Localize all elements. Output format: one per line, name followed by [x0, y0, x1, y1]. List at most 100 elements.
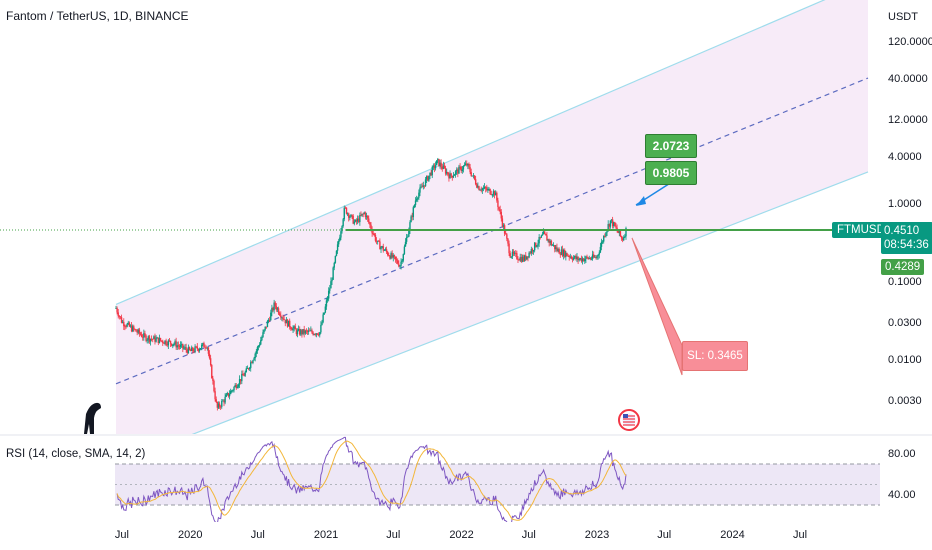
candle-body: [336, 244, 339, 251]
candle-body: [615, 226, 617, 228]
candle-body: [623, 237, 625, 241]
candle-body: [327, 290, 330, 299]
candle-body: [322, 314, 324, 323]
candle-body: [370, 224, 372, 230]
candle-body: [376, 240, 379, 242]
candle-body: [157, 337, 160, 343]
target-1-label[interactable]: 2.0723: [645, 134, 697, 158]
candle-body: [559, 253, 561, 255]
candle-body: [290, 327, 292, 330]
candle-body: [265, 326, 268, 328]
candle-body: [218, 403, 221, 407]
candle-body: [569, 256, 572, 258]
candle-body: [244, 372, 246, 376]
candle-body: [246, 368, 249, 370]
candle-body: [136, 331, 138, 333]
candle-body: [460, 166, 462, 172]
candle-body: [546, 235, 548, 241]
flag-canton: [623, 414, 628, 418]
price-scale[interactable]: USDT 120.0000 40.0000 12.0000 4.0000 1.0000 0…: [888, 11, 932, 407]
candle-body: [561, 249, 564, 256]
candle-body: [205, 347, 207, 349]
candle-body: [589, 258, 592, 259]
candle-body: [578, 259, 580, 261]
candle-body: [237, 384, 240, 387]
candle-body: [300, 330, 302, 335]
candle-body: [264, 326, 266, 330]
candle-body: [604, 235, 606, 237]
candle-body: [118, 316, 121, 317]
candle-body: [431, 166, 433, 176]
candle-body: [253, 358, 255, 361]
candle-body: [258, 344, 261, 346]
candle-body: [356, 218, 359, 222]
candle-body: [473, 175, 476, 180]
candle-body: [533, 242, 536, 251]
candle-body: [282, 317, 284, 320]
candle-body: [570, 256, 573, 259]
price-tick: 0.0030: [888, 395, 922, 407]
candle-body: [155, 338, 157, 342]
candle-body: [163, 342, 165, 344]
candle-body: [256, 347, 259, 352]
candle-body: [535, 242, 537, 247]
stop-loss-pointer: [631, 237, 683, 376]
target-2-label[interactable]: 0.9805: [645, 161, 697, 185]
candle-body: [517, 258, 519, 260]
candle-body: [542, 231, 545, 235]
candle-body: [383, 250, 386, 251]
candle-body: [510, 256, 513, 258]
candle-body: [405, 237, 408, 242]
candle-body: [129, 325, 132, 327]
candle-body: [268, 319, 271, 321]
candle-body: [526, 256, 528, 260]
candle-body: [424, 179, 427, 187]
candle-body: [252, 360, 254, 364]
candle-body: [273, 302, 275, 311]
candle-body: [199, 348, 202, 350]
candle-body: [393, 255, 396, 257]
candle-body: [603, 235, 605, 242]
candle-body: [164, 340, 166, 344]
stop-loss-label[interactable]: SL: 0.3465: [682, 341, 748, 371]
candle-body: [255, 351, 258, 354]
candle-body: [596, 256, 598, 259]
candle-body: [186, 349, 188, 354]
candle-body: [501, 218, 504, 227]
candle-body: [450, 173, 452, 176]
candle-body: [133, 326, 135, 330]
candle-body: [489, 188, 491, 195]
candle-body: [307, 330, 310, 332]
candle-body: [280, 315, 282, 318]
candle-body: [172, 344, 174, 346]
candle-body: [477, 186, 479, 188]
candle-body: [620, 236, 623, 239]
candle-body: [527, 256, 529, 258]
candle-body: [432, 165, 435, 167]
candle-body: [550, 240, 553, 246]
candle-body: [613, 222, 615, 227]
time-axis[interactable]: Jul 2020 Jul 2021 Jul 2022 Jul 2023 Jul 2024 Jul: [115, 529, 807, 541]
candle-body: [359, 214, 361, 223]
candle-body: [386, 251, 389, 256]
candle-body: [467, 163, 469, 166]
candle-body: [201, 344, 203, 349]
candle-body: [225, 394, 227, 397]
candle-body: [209, 358, 212, 365]
candle-body: [331, 279, 333, 282]
rsi-series: [116, 436, 627, 522]
candle-body: [554, 245, 556, 250]
candle-body: [439, 162, 441, 167]
candle-body: [355, 219, 358, 222]
rsi-pane: 80.00 40.00: [115, 436, 916, 522]
candle-body: [222, 400, 224, 402]
candle-body: [170, 343, 173, 346]
candle-body: [447, 172, 449, 175]
candle-body: [275, 306, 278, 310]
candle-body: [528, 252, 530, 258]
candle-body: [276, 308, 279, 310]
candle-body: [270, 312, 272, 321]
candle-body: [354, 219, 357, 222]
candle-body: [549, 240, 551, 243]
